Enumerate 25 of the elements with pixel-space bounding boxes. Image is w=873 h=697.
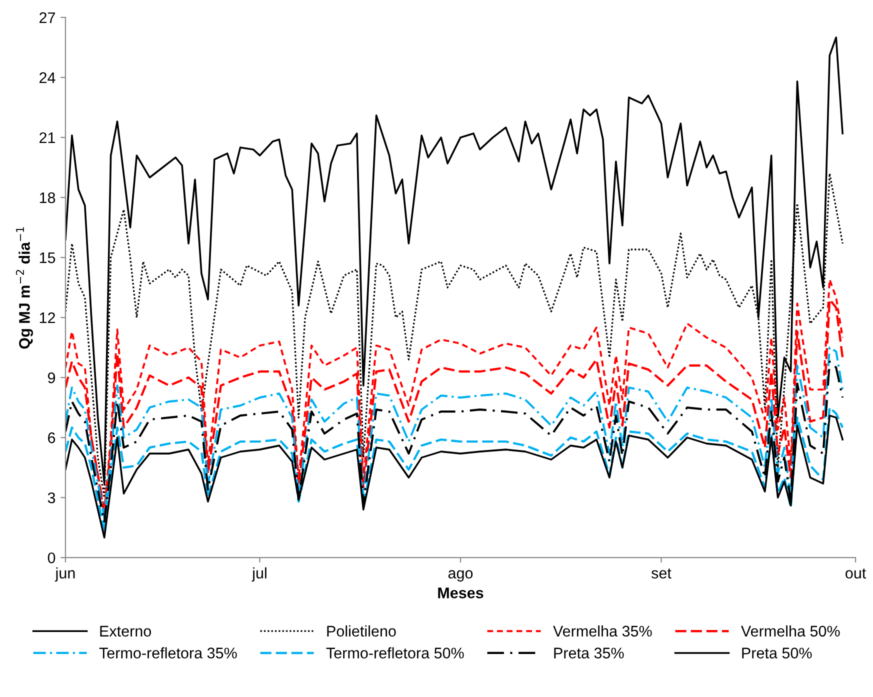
y-tick-label: 24 (40, 72, 56, 83)
x-tick-label: out (846, 568, 866, 579)
y-tick-label: 21 (40, 132, 56, 143)
legend-label: Polietileno (327, 625, 396, 637)
legend-label: Vermelha 35% (553, 625, 652, 637)
legend-label: Preta 35% (554, 648, 624, 658)
y-tick-label: 15 (40, 252, 56, 264)
legend-label: Vermelha 50% (741, 625, 840, 637)
legend-label: Externo (100, 626, 151, 637)
y-tick-label: 18 (40, 192, 56, 204)
x-axis-title: Meses (438, 588, 484, 598)
x-tick-label: jun (54, 567, 75, 582)
legend-label: Preta 50% (742, 648, 812, 658)
y-tick-label: 6 (48, 432, 56, 444)
y-tick-label: 0 (48, 552, 56, 564)
y-tick-label: 9 (48, 372, 56, 384)
y-axis-title: Qg MJ m$^{−2}$ dia$^{−1}$ (16, 227, 33, 349)
y-tick-label: 12 (40, 312, 55, 324)
legend-label: Termo-refletora 50% (326, 647, 464, 658)
legend-label: Termo-refletora 35% (99, 647, 237, 658)
x-tick-label: ago (448, 570, 473, 582)
x-tick-label: set (651, 568, 672, 579)
y-tick-label: 3 (48, 492, 56, 504)
y-tick-label: 27 (40, 12, 55, 23)
x-tick-label: jul (252, 567, 266, 582)
